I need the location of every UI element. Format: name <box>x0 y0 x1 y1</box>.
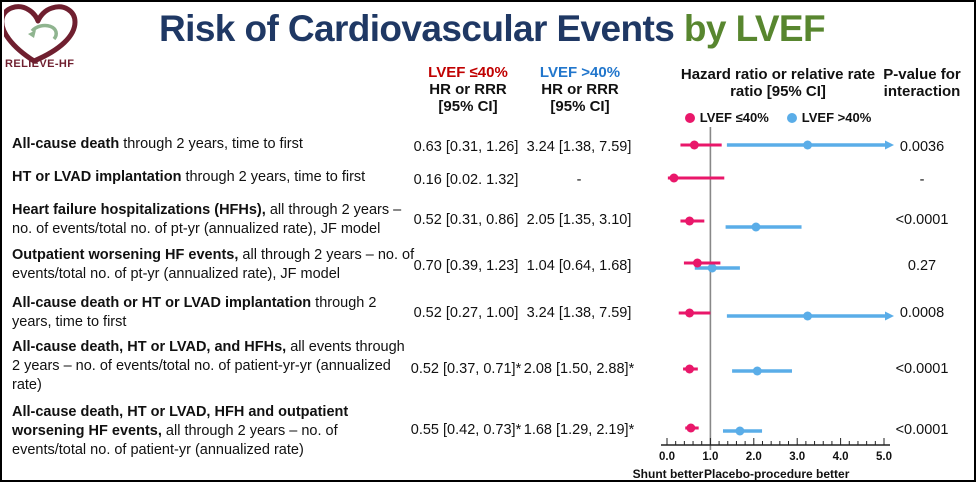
cell-lvef-gt40: 3.24 [1.38, 7.59] <box>526 305 632 321</box>
outcome-label: Heart failure hospitalizations (HFHs), a… <box>12 202 402 237</box>
legend-item-lvef-le40: LVEF ≤40% <box>684 110 769 125</box>
column-header-lvef-le40: LVEF ≤40% HR or RRR [95% CI] <box>402 64 534 115</box>
pink-dot-icon <box>684 112 695 123</box>
cell-pvalue: 0.0036 <box>899 139 945 155</box>
relieve-hf-heart-icon <box>4 4 78 64</box>
legend-label-gt40: LVEF >40% <box>801 110 872 125</box>
cell-lvef-gt40: - <box>576 172 582 188</box>
cell-lvef-gt40: 3.24 [1.38, 7.59] <box>526 139 632 155</box>
svg-text:0.0: 0.0 <box>659 451 675 463</box>
cell-pvalue: <0.0001 <box>895 361 949 377</box>
outcome-label: All-cause death through 2 years, time to… <box>12 136 303 152</box>
lvef-le40-sub2: [95% CI] <box>438 98 498 115</box>
cell-lvef-le40: 0.52 [0.27, 1.00] <box>413 305 519 321</box>
hazard-header-line1: Hazard ratio or relative rate <box>680 66 876 83</box>
axis-label-shunt-better: Shunt better <box>632 467 704 481</box>
relieve-hf-logo-label: RELIEVE-HF <box>5 58 75 70</box>
outcome-label: All-cause death, HT or LVAD, HFH and out… <box>12 404 349 458</box>
title-suffix: by LVEF <box>683 8 826 49</box>
svg-text:1.0: 1.0 <box>702 451 718 463</box>
outcome-label: All-cause death or HT or LVAD implantati… <box>12 295 377 330</box>
svg-text:3.0: 3.0 <box>789 451 805 463</box>
hazard-header-line2: ratio [95% CI] <box>730 83 826 100</box>
axis-label-placebo-better: Placebo-procedure better <box>704 467 850 481</box>
cell-pvalue: 0.0008 <box>899 305 945 321</box>
cell-lvef-gt40: 2.08 [1.50, 2.88]* <box>523 361 635 377</box>
column-header-lvef-gt40: LVEF >40% HR or RRR [95% CI] <box>514 64 646 115</box>
outcome-label: All-cause death, HT or LVAD, and HFHs, a… <box>12 339 405 393</box>
lvef-gt40-title: LVEF >40% <box>539 64 621 81</box>
outcome-label: HT or LVAD implantation through 2 years,… <box>12 169 366 185</box>
cell-lvef-le40: 0.52 [0.31, 0.86] <box>413 212 519 228</box>
legend-item-lvef-gt40: LVEF >40% <box>786 110 872 125</box>
cell-lvef-le40: 0.70 [0.39, 1.23] <box>413 258 519 274</box>
pvalue-header-line1: P-value for <box>883 66 961 83</box>
cell-lvef-gt40: 2.05 [1.35, 3.10] <box>526 212 632 228</box>
cell-pvalue: 0.27 <box>907 258 937 274</box>
column-header-hazard-ratio: Hazard ratio or relative rate ratio [95%… <box>658 66 898 100</box>
cell-pvalue: <0.0001 <box>895 212 949 228</box>
lvef-le40-title: LVEF ≤40% <box>428 64 508 81</box>
cell-lvef-le40: 0.55 [0.42, 0.73]* <box>410 422 522 438</box>
cell-lvef-gt40: 1.04 [0.64, 1.68] <box>526 258 632 274</box>
legend-label-le40: LVEF ≤40% <box>699 110 769 125</box>
page-title: Risk of Cardiovascular Events by LVEF <box>120 8 864 50</box>
column-header-pvalue: P-value for interaction <box>868 66 974 100</box>
plot-legend: LVEF ≤40% LVEF >40% <box>662 110 894 125</box>
cell-lvef-le40: 0.63 [0.31, 1.26] <box>413 139 519 155</box>
cell-lvef-le40: 0.52 [0.37, 0.71]* <box>410 361 522 377</box>
cell-pvalue: <0.0001 <box>895 422 949 438</box>
svg-text:4.0: 4.0 <box>833 451 849 463</box>
title-main: Risk of Cardiovascular Events <box>159 8 684 49</box>
lvef-le40-sub1: HR or RRR <box>429 81 507 98</box>
cell-pvalue: - <box>919 172 925 188</box>
lvef-gt40-sub1: HR or RRR <box>541 81 619 98</box>
pvalue-header-line2: interaction <box>883 83 961 100</box>
svg-text:5.0: 5.0 <box>876 451 892 463</box>
blue-dot-icon <box>786 112 797 123</box>
cell-lvef-le40: 0.16 [0.02. 1.32] <box>413 172 519 188</box>
svg-text:2.0: 2.0 <box>746 451 762 463</box>
outcome-label: Outpatient worsening HF events, all thro… <box>12 247 415 282</box>
lvef-gt40-sub2: [95% CI] <box>550 98 610 115</box>
cell-lvef-gt40: 1.68 [1.29, 2.19]* <box>523 422 635 438</box>
